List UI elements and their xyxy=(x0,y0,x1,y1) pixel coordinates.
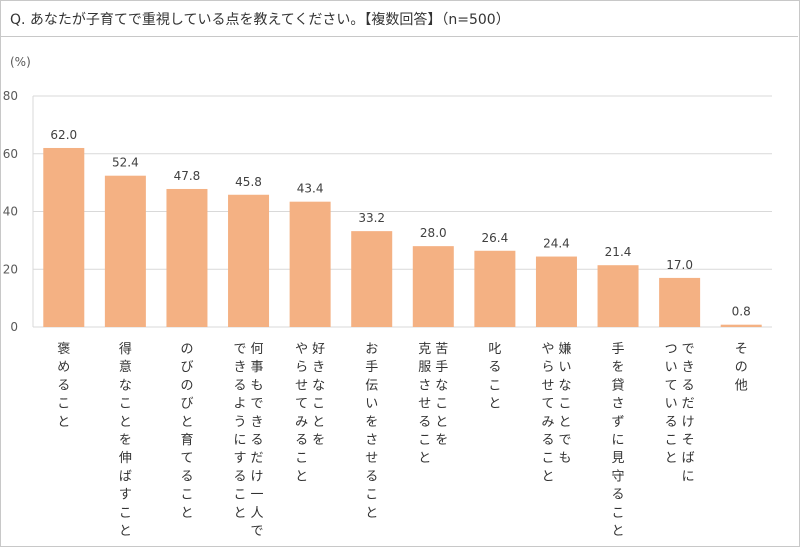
bar xyxy=(289,201,331,327)
category-label: できるだけそばに xyxy=(682,342,695,484)
value-label: 52.4 xyxy=(112,156,139,170)
category-label: お手伝いをさせること xyxy=(365,342,378,521)
category-label: その他 xyxy=(735,342,748,393)
value-label: 43.4 xyxy=(297,182,324,196)
bar xyxy=(597,265,639,327)
y-tick-label: 40 xyxy=(3,205,18,219)
value-label: 21.4 xyxy=(605,245,632,259)
category-label: 克服させること xyxy=(418,342,431,466)
value-labels: 62.0 52.4 47.8 45.8 43.4 33.2 28.0 26.4 24.4 21.4… xyxy=(50,128,750,319)
y-tick-label: 20 xyxy=(3,262,18,276)
value-label: 26.4 xyxy=(482,231,509,245)
category-label: 嫌いなことでも xyxy=(558,342,571,466)
value-label: 24.4 xyxy=(543,237,570,251)
y-tick-label: 0 xyxy=(10,320,18,334)
category-label: 叱ること xyxy=(488,342,501,412)
y-tick-label: 60 xyxy=(3,147,18,161)
category-label: やらせてみること xyxy=(295,342,308,484)
bar xyxy=(659,277,701,327)
y-tick-label: 80 xyxy=(3,89,18,103)
bar xyxy=(720,324,762,327)
category-label: 何事もできるだけ一人で xyxy=(251,341,264,539)
value-label: 33.2 xyxy=(358,211,385,225)
category-label: 好きなことを xyxy=(312,342,325,448)
value-label: 45.8 xyxy=(235,175,262,189)
category-label: のびのびと育てること xyxy=(180,342,193,521)
value-label: 28.0 xyxy=(420,226,447,240)
value-label: 62.0 xyxy=(50,128,77,142)
bar xyxy=(166,188,208,327)
bar xyxy=(104,175,146,327)
category-labels: 褒めること得意なことを伸ばすことのびのびと育てること何事もできるだけ一人でできる… xyxy=(57,341,747,539)
category-label: 得意なことを伸ばすこと xyxy=(119,341,132,539)
bar xyxy=(228,194,270,327)
value-label: 17.0 xyxy=(666,258,693,272)
gridlines xyxy=(32,95,772,328)
unit-label: (%) xyxy=(10,55,31,69)
bar xyxy=(412,246,454,327)
category-label: 手を貸さずに見守ること xyxy=(612,342,625,539)
question-title: Q. あなたが子育てで重視している点を教えてください。【複数回答】（n=500） xyxy=(10,12,510,28)
bar xyxy=(535,256,577,327)
category-label: 褒めること xyxy=(57,342,70,430)
category-label: できるようにすること xyxy=(234,342,247,521)
bar xyxy=(474,250,516,327)
y-axis-ticks: 0 20 40 60 80 xyxy=(3,89,18,334)
value-label: 47.8 xyxy=(174,169,201,183)
category-label: ついていること xyxy=(665,342,678,466)
value-label: 0.8 xyxy=(732,305,751,319)
bar xyxy=(43,147,85,327)
question-header: Q. あなたが子育てで重視している点を教えてください。【複数回答】（n=500） xyxy=(0,0,798,37)
bars xyxy=(43,147,762,327)
bar xyxy=(351,231,393,327)
category-label: 苦手なことを xyxy=(435,341,448,448)
category-label: やらせてみること xyxy=(541,342,554,484)
